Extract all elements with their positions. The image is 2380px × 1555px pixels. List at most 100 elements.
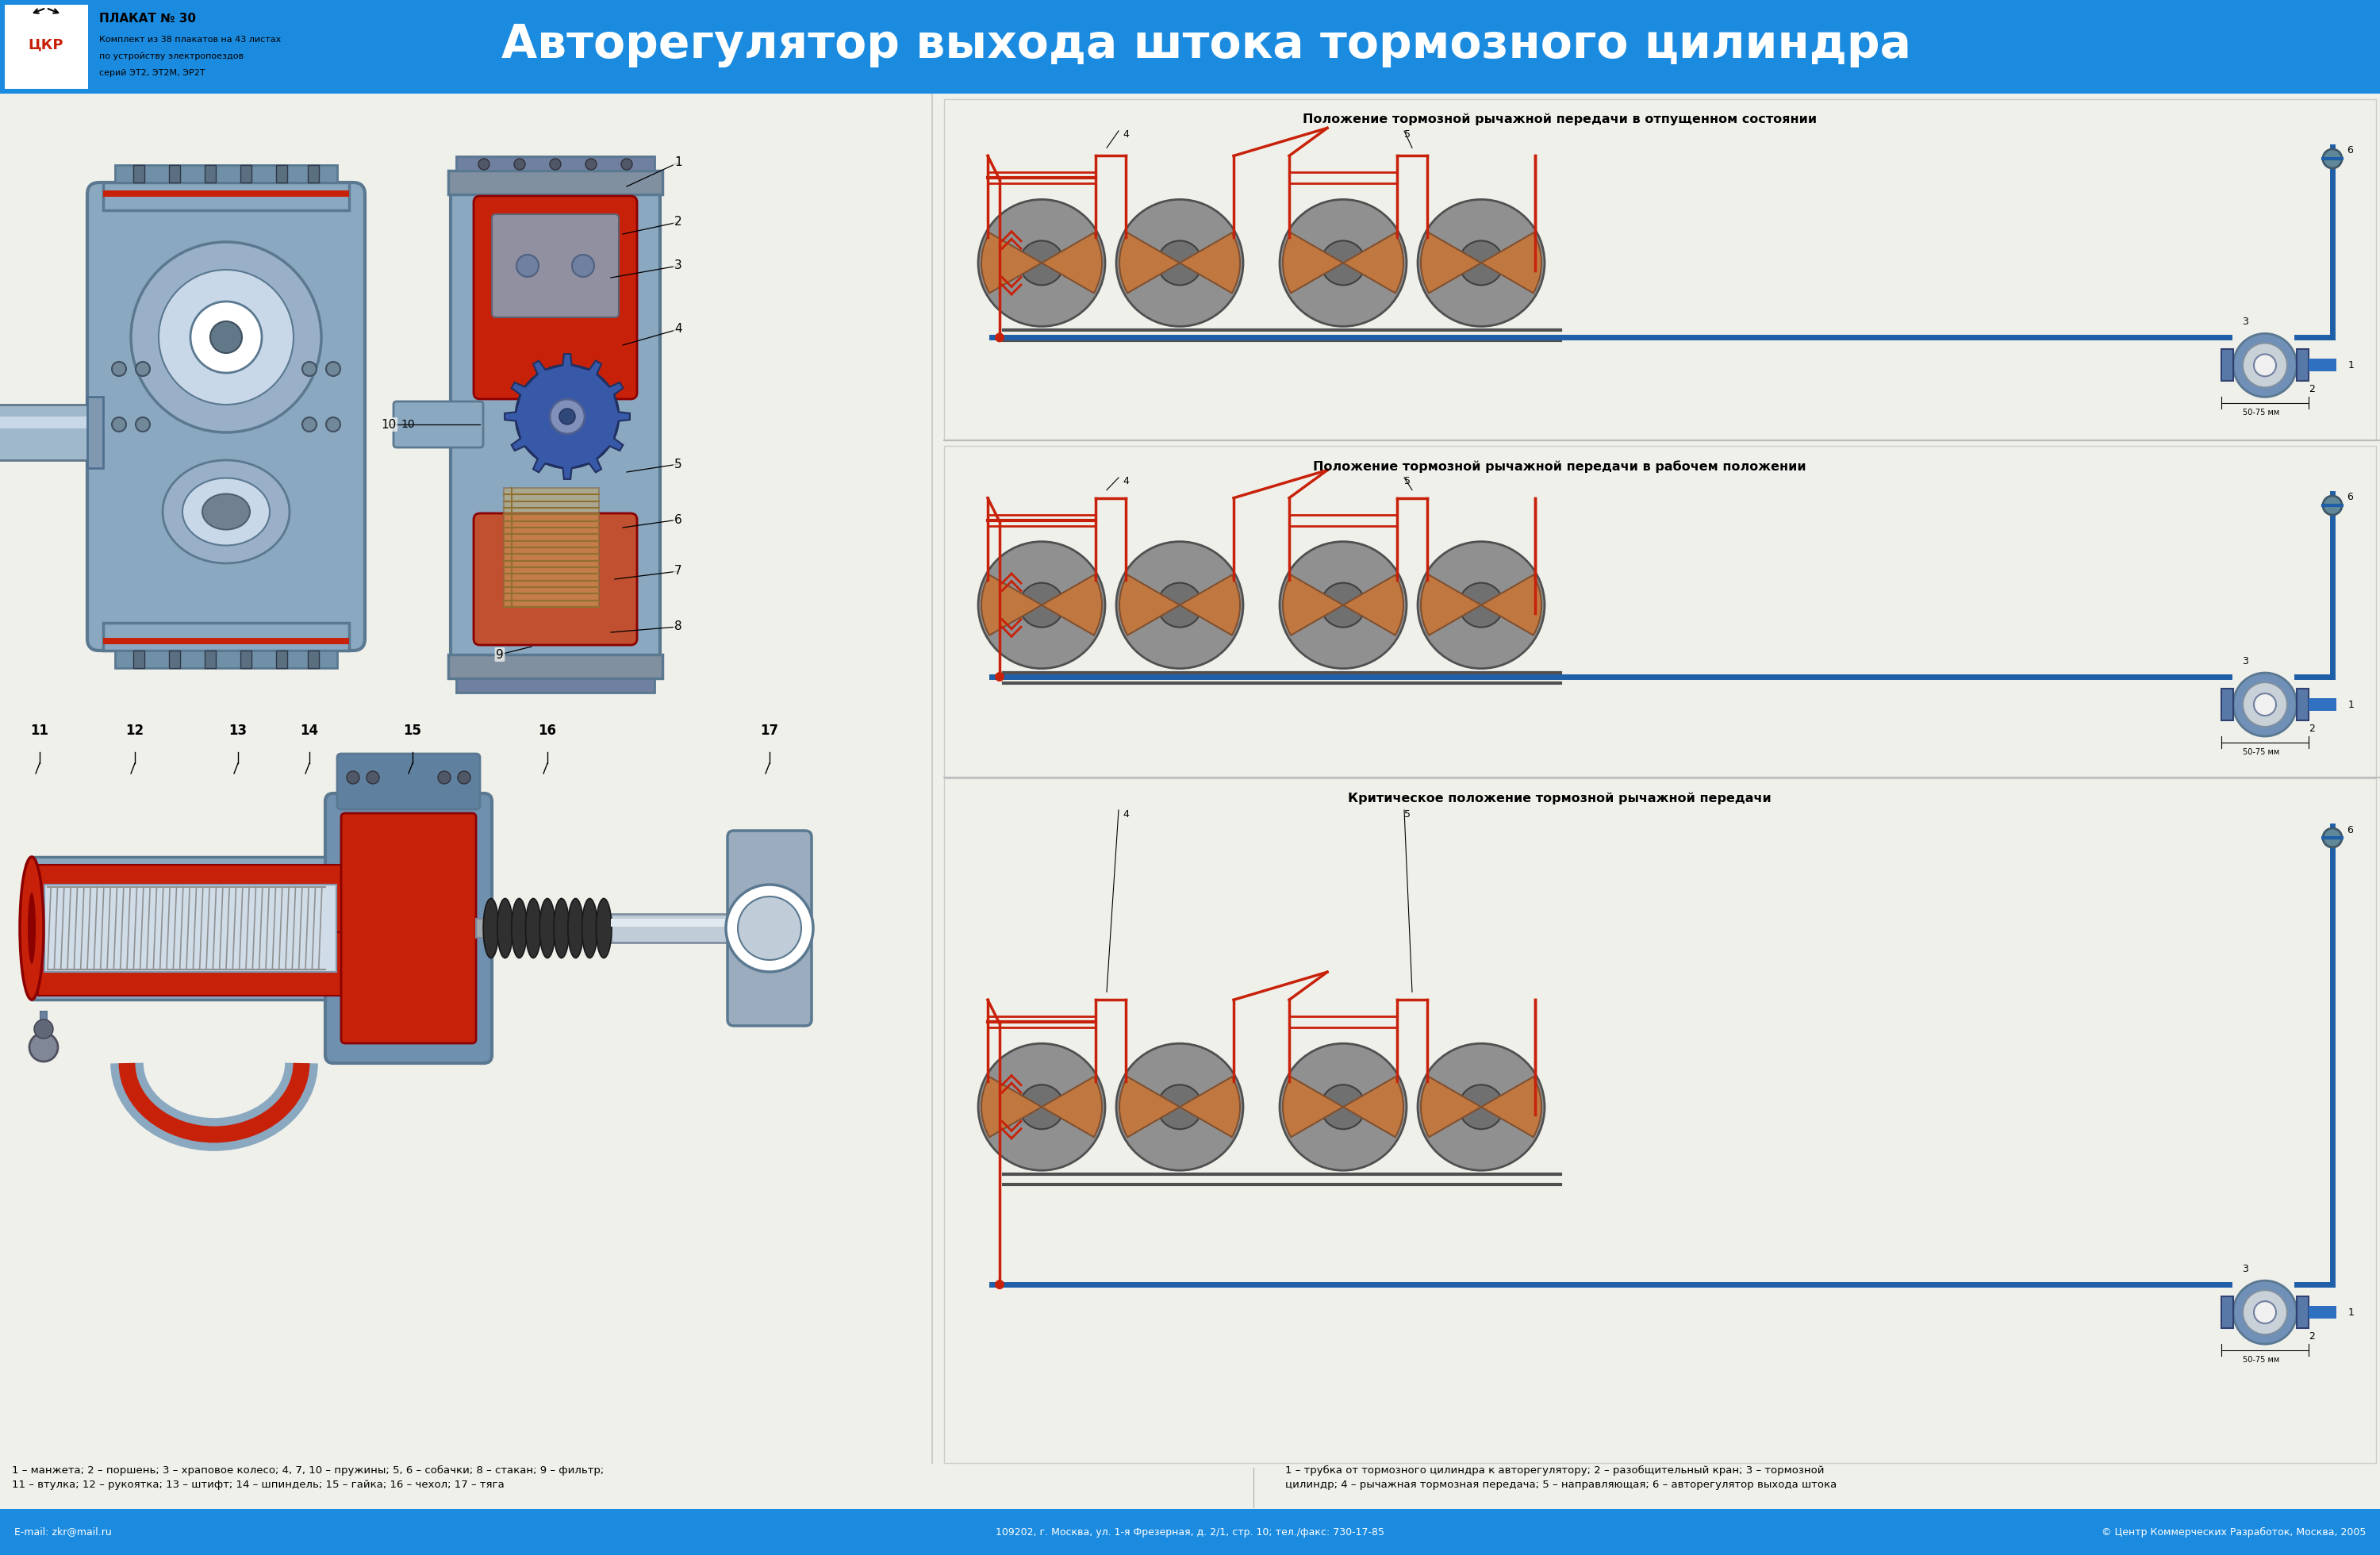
Circle shape (1418, 1043, 1545, 1171)
Bar (45, 885, 336, 972)
Bar (240, 650, 252, 669)
Wedge shape (1119, 1076, 1180, 1137)
Circle shape (1280, 1043, 1407, 1171)
Wedge shape (1342, 575, 1404, 634)
Circle shape (1321, 1085, 1366, 1129)
FancyBboxPatch shape (474, 513, 638, 645)
Wedge shape (1342, 1076, 1404, 1137)
Text: 9: 9 (495, 648, 505, 661)
Ellipse shape (540, 899, 555, 958)
Ellipse shape (512, 899, 526, 958)
Circle shape (302, 362, 317, 376)
Bar (114, 650, 338, 669)
Circle shape (29, 1033, 57, 1062)
Circle shape (1418, 199, 1545, 327)
Bar (612, 914, 754, 942)
Circle shape (478, 159, 490, 169)
Circle shape (2254, 1302, 2275, 1323)
Text: 2: 2 (674, 216, 683, 229)
Bar (114, 165, 338, 182)
Bar (169, 650, 181, 669)
Circle shape (326, 362, 340, 376)
Circle shape (1280, 199, 1407, 327)
Circle shape (190, 302, 262, 373)
Text: 5: 5 (1404, 809, 1411, 819)
Circle shape (738, 897, 802, 959)
Bar (169, 165, 181, 182)
Wedge shape (981, 575, 1042, 634)
Bar (38, 931, 343, 995)
Circle shape (1459, 1085, 1504, 1129)
Wedge shape (1421, 233, 1480, 292)
Circle shape (112, 417, 126, 432)
Circle shape (209, 322, 243, 353)
FancyBboxPatch shape (728, 830, 812, 1026)
Bar (133, 165, 145, 182)
Text: 5: 5 (1404, 476, 1411, 487)
Text: 2: 2 (2309, 1331, 2316, 1342)
Ellipse shape (19, 857, 43, 1000)
Bar (205, 650, 217, 669)
Circle shape (1459, 241, 1504, 285)
Text: 50-75 мм: 50-75 мм (2242, 409, 2280, 417)
Bar (457, 157, 654, 171)
Text: 109202, г. Москва, ул. 1-я Фрезерная, д. 2/1, стр. 10; тел./факс: 730-17-85: 109202, г. Москва, ул. 1-я Фрезерная, д.… (995, 1527, 1385, 1538)
Circle shape (1019, 241, 1064, 285)
Text: Авторегулятор выхода штока тормозного цилиндра: Авторегулятор выхода штока тормозного ци… (500, 22, 1911, 67)
Circle shape (978, 541, 1104, 669)
Ellipse shape (202, 494, 250, 530)
Bar (307, 650, 319, 669)
Wedge shape (1180, 575, 1240, 634)
Ellipse shape (595, 899, 612, 958)
Text: серий ЭТ2, ЭТ2М, ЭР2Т: серий ЭТ2, ЭТ2М, ЭР2Т (100, 68, 205, 78)
Bar (2221, 689, 2232, 720)
Text: E-mail: zkr@mail.ru: E-mail: zkr@mail.ru (14, 1527, 112, 1538)
Bar (988, 1017, 1095, 1028)
Wedge shape (1421, 575, 1480, 634)
Text: 4: 4 (1123, 476, 1128, 487)
Bar (38, 865, 343, 931)
FancyBboxPatch shape (340, 813, 476, 1043)
Text: 12: 12 (126, 723, 145, 737)
Circle shape (2232, 333, 2297, 397)
Text: 1 – манжета; 2 – поршень; 3 – храповое колесо; 4, 7, 10 – пружины; 5, 6 – собачк: 1 – манжета; 2 – поршень; 3 – храповое к… (12, 1465, 605, 1476)
Circle shape (726, 885, 814, 972)
Text: 2: 2 (2309, 723, 2316, 734)
Text: цилиндр; 4 – рычажная тормозная передача; 5 – направляющая; 6 – авторегулятор вы: цилиндр; 4 – рычажная тормозная передача… (1285, 1480, 1837, 1490)
Circle shape (550, 159, 562, 169)
Circle shape (2323, 149, 2342, 168)
Circle shape (457, 771, 471, 784)
Text: 3: 3 (2242, 1264, 2249, 1274)
Circle shape (2232, 673, 2297, 736)
Text: 10: 10 (381, 418, 397, 431)
Bar (1290, 1017, 1397, 1028)
Circle shape (2242, 1291, 2287, 1334)
Wedge shape (1342, 233, 1404, 292)
Circle shape (1116, 1043, 1242, 1171)
Ellipse shape (526, 899, 540, 958)
Text: 6: 6 (2347, 146, 2354, 156)
Text: 14: 14 (300, 723, 319, 737)
Circle shape (1157, 1085, 1202, 1129)
Bar (2309, 359, 2337, 372)
Bar (945, 100, 2375, 440)
Text: 11 – втулка; 12 – рукоятка; 13 – штифт; 14 – шпиндель; 15 – гайка; 16 – чехол; 1: 11 – втулка; 12 – рукоятка; 13 – штифт; … (12, 1480, 505, 1490)
Circle shape (514, 159, 526, 169)
Bar (102, 638, 350, 644)
Bar (133, 650, 145, 669)
Bar (1290, 515, 1397, 526)
Circle shape (33, 1020, 52, 1039)
Text: 6: 6 (2347, 824, 2354, 835)
Circle shape (2232, 1281, 2297, 1344)
Circle shape (2254, 355, 2275, 376)
FancyBboxPatch shape (493, 215, 619, 317)
FancyBboxPatch shape (338, 754, 481, 809)
Text: 10: 10 (400, 418, 414, 431)
Text: 1: 1 (2349, 700, 2354, 709)
Bar (0, 1508, 2380, 1555)
Text: 8: 8 (674, 620, 683, 633)
Wedge shape (981, 233, 1042, 292)
Bar (276, 650, 288, 669)
Text: 2: 2 (2309, 384, 2316, 395)
Wedge shape (1042, 1076, 1102, 1137)
